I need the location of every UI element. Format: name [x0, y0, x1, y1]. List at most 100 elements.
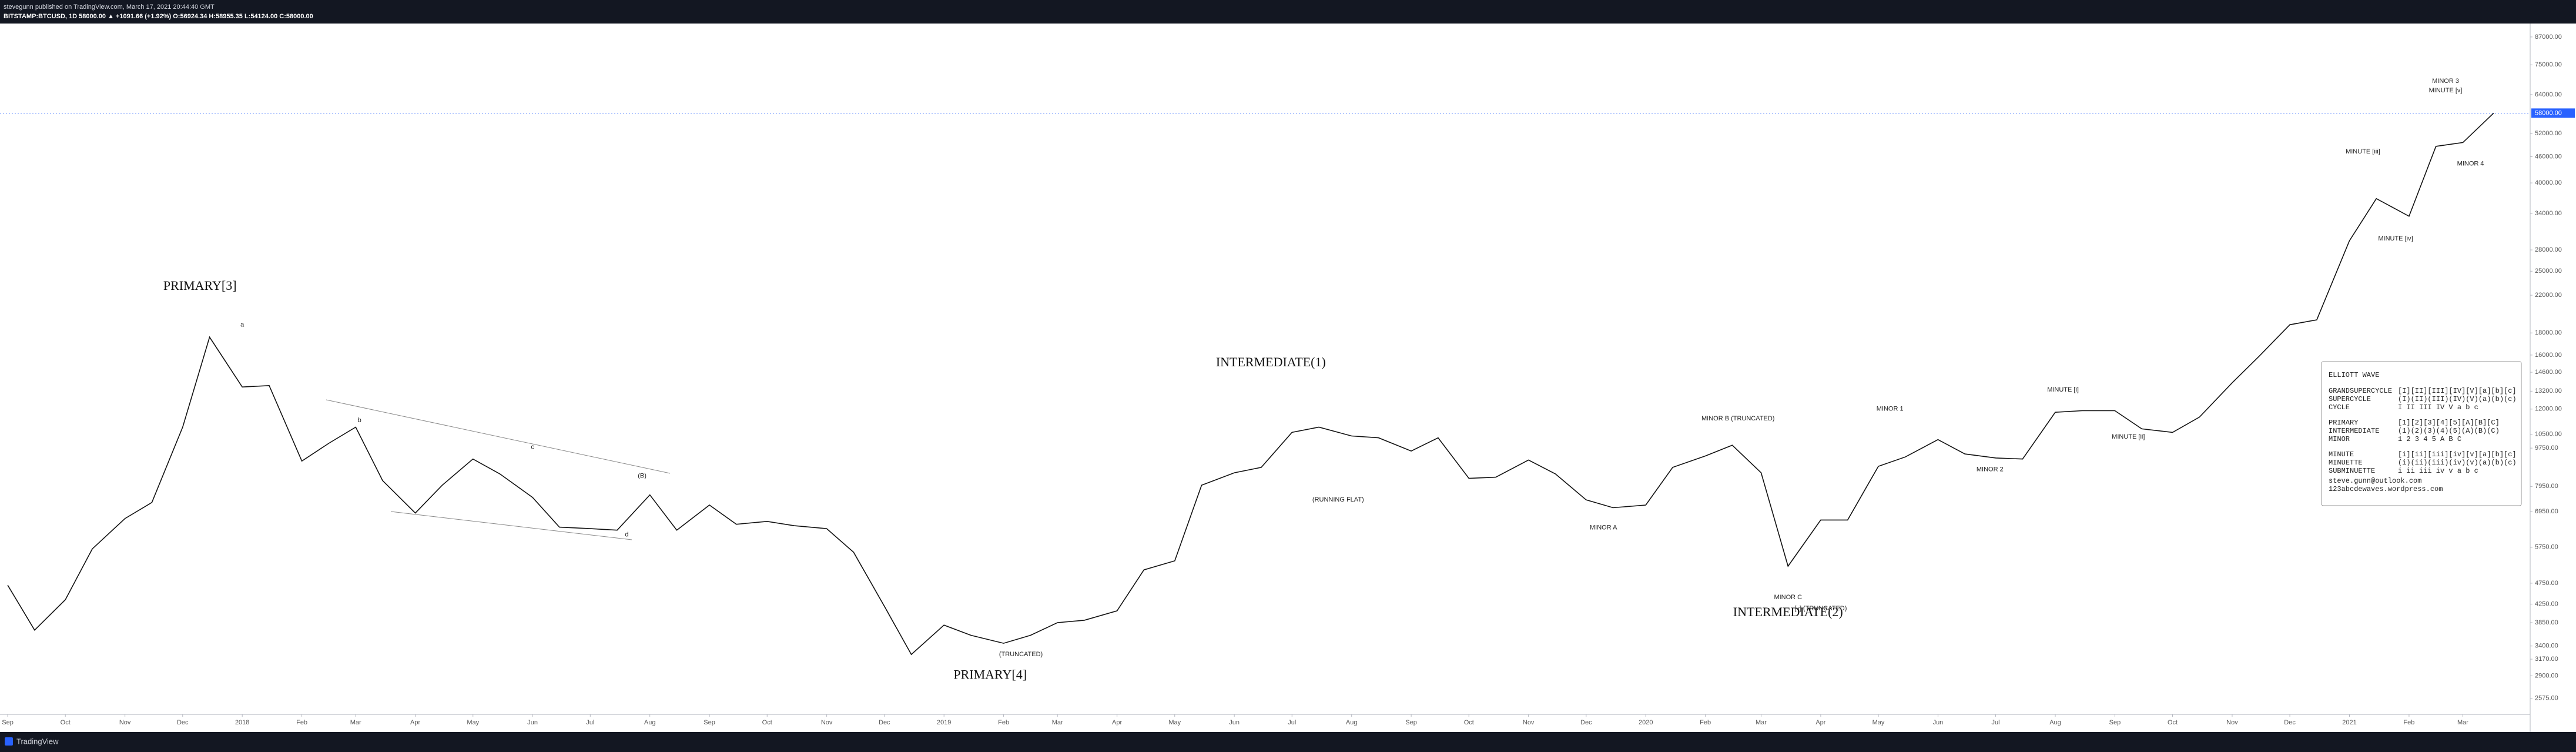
legend-degree: INTERMEDIATE [2329, 427, 2379, 435]
legend-symbols: (I)(II)(III)(IV)(V)(a)(b)(c) [2398, 395, 2517, 403]
legend-title: ELLIOTT WAVE [2329, 371, 2379, 379]
wave-label: MINUTE [ii] [2112, 433, 2145, 440]
y-tick-label: 25000.00 [2535, 268, 2562, 275]
publisher-line: stevegunn published on TradingView.com, … [4, 4, 215, 11]
wave-label: MINUTE [iv] [2378, 235, 2413, 242]
y-tick-label: 6950.00 [2535, 508, 2558, 515]
wave-label: a [240, 321, 244, 328]
wave-label: MINUTE [v] [2429, 87, 2463, 94]
x-tick-label: May [1168, 719, 1181, 726]
y-tick-label: 2575.00 [2535, 694, 2558, 701]
y-tick-label: 3400.00 [2535, 643, 2558, 650]
x-tick-label: Jun [527, 719, 538, 726]
legend-degree: SUBMINUETTE [2329, 467, 2375, 475]
x-tick-label: Sep [1405, 719, 1417, 726]
x-tick-label: Nov [119, 719, 131, 726]
price-line [7, 112, 2494, 656]
wave-degree-label: PRIMARY[3] [163, 278, 237, 293]
trendline [390, 511, 632, 540]
y-tick-label: 28000.00 [2535, 246, 2562, 253]
symbol-line: BITSTAMP:BTCUSD, 1D 58000.00 ▲ +1091.66 … [4, 13, 313, 20]
wave-label: MINOR A [1590, 524, 1617, 532]
x-tick-label: Aug [644, 719, 656, 726]
x-tick-label: May [467, 719, 479, 726]
y-tick-label: 13200.00 [2535, 387, 2562, 395]
last-price-box [2531, 108, 2575, 118]
x-tick-label: Aug [1346, 719, 1358, 726]
y-tick-label: 22000.00 [2535, 292, 2562, 299]
x-tick-label: Jul [1288, 719, 1296, 726]
x-tick-label: Dec [2284, 719, 2296, 726]
y-tick-label: 3850.00 [2535, 619, 2558, 626]
x-tick-label: Feb [998, 719, 1009, 726]
y-tick-label: 10500.00 [2535, 430, 2562, 437]
y-tick-label: 4750.00 [2535, 580, 2558, 587]
y-tick-label: 4250.00 [2535, 600, 2558, 607]
wave-label: d [625, 531, 628, 538]
wave-label: (RUNNING FLAT) [1312, 496, 1364, 503]
x-tick-label: Jul [1992, 719, 2000, 726]
legend-symbols: [I][II][III][IV][V][a][b][c] [2398, 387, 2517, 395]
x-tick-label: Sep [704, 719, 715, 726]
y-tick-label: 9750.00 [2535, 444, 2558, 452]
x-tick-label: Sep [2, 719, 14, 726]
y-tick-label: 16000.00 [2535, 352, 2562, 359]
x-tick-label: Nov [821, 719, 833, 726]
legend-contact: steve.gunn@outlook.com [2329, 477, 2421, 485]
footer-brand: TradingView [16, 737, 59, 746]
x-tick-label: Jun [1229, 719, 1240, 726]
x-tick-label: Apr [1815, 719, 1825, 726]
y-tick-label: 75000.00 [2535, 61, 2562, 68]
y-tick-label: 5750.00 [2535, 544, 2558, 551]
y-tick-label: 14600.00 [2535, 369, 2562, 376]
footer-bar [0, 732, 2576, 752]
y-tick-label: 18000.00 [2535, 329, 2562, 336]
x-tick-label: Apr [410, 719, 420, 726]
y-tick-label: 7950.00 [2535, 483, 2558, 490]
y-tick-label: 64000.00 [2535, 91, 2562, 98]
last-price-label: 58000.00 [2535, 109, 2562, 116]
legend-degree: PRIMARY [2329, 419, 2358, 427]
x-tick-label: Dec [1580, 719, 1592, 726]
wave-degree-label: INTERMEDIATE(2) [1733, 604, 1843, 619]
wave-label: MINOR 1 [1877, 406, 1904, 413]
y-tick-label: 2900.00 [2535, 672, 2558, 679]
wave-degree-label: PRIMARY[4] [953, 667, 1027, 682]
x-tick-label: Mar [2457, 719, 2468, 726]
x-tick-label: Oct [61, 719, 71, 726]
wave-label: c [531, 443, 534, 450]
legend-symbols: [i][ii][iii][iv][v][a][b][c] [2398, 450, 2517, 459]
y-tick-label: 34000.00 [2535, 210, 2562, 217]
wave-label: b [358, 417, 361, 424]
legend-symbols: (1)(2)(3)(4)(5)(A)(B)(C) [2398, 427, 2500, 435]
trendline [326, 399, 671, 474]
legend-symbols: I II III IV V a b c [2398, 403, 2478, 412]
x-tick-label: Mar [1052, 719, 1063, 726]
wave-label: MINOR 2 [1977, 466, 2004, 473]
wave-degree-label: INTERMEDIATE(1) [1216, 355, 1326, 369]
legend-degree: GRANDSUPERCYCLE [2329, 387, 2392, 395]
x-tick-label: Oct [762, 719, 772, 726]
wave-label: MINOR 4 [2457, 160, 2484, 167]
x-tick-label: Aug [2049, 719, 2061, 726]
legend-box [2321, 361, 2522, 506]
legend-degree: CYCLE [2329, 403, 2350, 412]
legend-degree: MINUTE [2329, 450, 2354, 459]
x-tick-label: Mar [1756, 719, 1767, 726]
legend-symbols: [1][2][3][4][5][A][B][C] [2398, 419, 2500, 427]
legend-degree: MINOR [2329, 435, 2350, 443]
logo-icon [5, 737, 13, 746]
x-tick-label: 2020 [1639, 719, 1653, 726]
x-tick-label: Feb [2403, 719, 2414, 726]
legend-contact: 123abcdewaves.wordpress.com [2329, 485, 2443, 493]
x-tick-label: 2018 [235, 719, 249, 726]
legend-degree: MINUETTE [2329, 459, 2363, 467]
legend-symbols: 1 2 3 4 5 A B C [2398, 435, 2461, 443]
x-tick-label: Oct [1464, 719, 1474, 726]
wave-label: MINOR C [1774, 594, 1802, 601]
x-tick-label: Dec [879, 719, 890, 726]
x-tick-label: May [1872, 719, 1885, 726]
x-tick-label: Sep [2109, 719, 2121, 726]
